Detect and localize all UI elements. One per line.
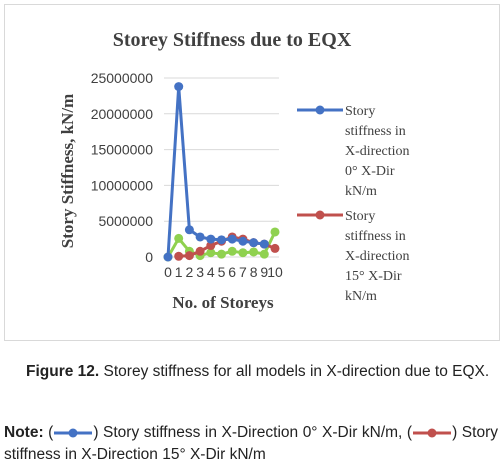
data-point <box>163 252 173 262</box>
legend-label: kN/m <box>345 184 377 199</box>
y-tick-label: 25000000 <box>91 70 154 86</box>
data-point <box>184 251 194 261</box>
y-tick-labels: 0 5000000 10000000 15000000 20000000 25000000 <box>91 70 154 265</box>
data-point <box>174 251 184 261</box>
note-label: Note: <box>4 424 44 441</box>
data-point <box>217 235 226 245</box>
x-tick-label: 0 <box>164 264 172 280</box>
data-point <box>217 249 226 259</box>
figure-caption: Figure 12. Storey stiffness for all mode… <box>26 362 498 382</box>
data-point <box>259 249 269 259</box>
series <box>163 82 280 262</box>
data-point <box>206 234 216 244</box>
note-open-paren-1: ( <box>48 424 54 441</box>
y-tick-label: 5000000 <box>98 213 153 229</box>
chart-container: Storey Stiffness due to EQX Story Stiffn… <box>4 4 500 341</box>
x-axis-label: No. of Storeys <box>172 293 274 312</box>
legend-label: stiffness in <box>345 229 406 244</box>
data-point <box>174 82 184 92</box>
y-tick-label: 15000000 <box>91 142 154 158</box>
x-tick-label: 1 <box>175 264 183 280</box>
legend-marker <box>315 105 325 115</box>
x-tick-label: 9 <box>260 264 268 280</box>
legend-label: stiffness in <box>345 124 406 139</box>
data-point <box>259 239 269 249</box>
x-tick-label: 4 <box>207 264 215 280</box>
data-point <box>206 241 216 251</box>
legend-label: 0° X-Dir <box>345 164 395 179</box>
blue-line-marker-icon <box>53 427 93 439</box>
x-tick-label: 6 <box>228 264 236 280</box>
data-point <box>238 236 248 246</box>
red-line-marker-icon <box>412 427 452 439</box>
legend-label: X-direction <box>345 249 410 264</box>
data-point <box>227 234 237 244</box>
data-point <box>184 225 194 235</box>
chart-title: Storey Stiffness due to EQX <box>113 29 352 51</box>
data-point <box>270 243 280 253</box>
data-point <box>174 233 184 243</box>
y-tick-label: 10000000 <box>91 177 154 193</box>
figure-label: Figure 12. <box>26 363 100 380</box>
figure-caption-text: Storey stiffness for all models in X-dir… <box>99 363 490 380</box>
data-point <box>249 238 259 248</box>
legend-marker <box>315 210 325 220</box>
legend-label: Story <box>345 104 375 119</box>
note-open-paren-2: ( <box>406 424 413 441</box>
data-point <box>195 232 205 242</box>
line-chart: Storey Stiffness due to EQX Story Stiffn… <box>58 29 410 312</box>
legend-label: kN/m <box>345 289 377 304</box>
x-tick-label: 5 <box>218 264 226 280</box>
x-tick-labels: 0 1 2 3 4 5 6 7 8 9 10 <box>164 264 283 280</box>
y-tick-label: 0 <box>145 249 153 265</box>
y-tick-label: 20000000 <box>91 106 154 122</box>
x-tick-label: 2 <box>186 264 194 280</box>
legend: Story stiffness in X-direction 0° X-Dir kN/m… <box>297 104 410 304</box>
note-item-1: ) Story stiffness in X-Direction 0° X-Di… <box>93 424 403 441</box>
figure-note: Note: () Story stiffness in X-Direction … <box>4 422 498 466</box>
x-tick-label: 8 <box>250 264 258 280</box>
data-point <box>206 248 216 258</box>
data-point <box>270 227 280 237</box>
series-line <box>166 85 265 258</box>
data-point <box>238 248 248 258</box>
legend-label: 15° X-Dir <box>345 269 402 284</box>
data-point <box>227 246 237 256</box>
y-axis-label: Story Stiffness, kN/m <box>58 94 77 248</box>
x-tick-label: 7 <box>239 264 247 280</box>
note-item-2: ) Story stiffness in X-Direction 15° X-D… <box>4 424 498 463</box>
x-tick-label: 3 <box>196 264 204 280</box>
data-point <box>195 246 205 256</box>
legend-label: X-direction <box>345 144 410 159</box>
data-point <box>249 247 259 257</box>
x-tick-label: 10 <box>267 264 283 280</box>
legend-label: Story <box>345 209 375 224</box>
